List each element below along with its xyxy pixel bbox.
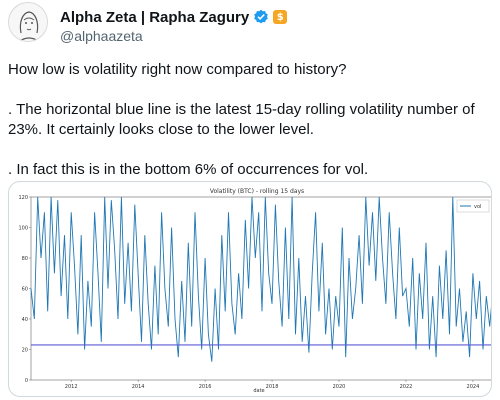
x-tick-label: 2014 (132, 384, 145, 390)
legend-entry: vol (474, 204, 481, 210)
y-tick-label: 60 (22, 287, 28, 293)
x-axis-label: date (253, 388, 264, 394)
x-tick-label: 2016 (199, 384, 212, 390)
tweet-text: How low is volatility right now compared… (8, 60, 496, 200)
avatar-portrait-icon (9, 3, 47, 41)
tweet-paragraph: How low is volatility right now compared… (8, 61, 347, 78)
legend: vol (456, 199, 490, 213)
x-tick-label: 2020 (333, 384, 346, 390)
y-tick-label: 120 (18, 195, 28, 201)
tweet-paragraph: . The horizontal blue line is the latest… (8, 101, 475, 138)
avatar[interactable] (8, 2, 48, 42)
display-name[interactable]: Alpha Zeta | Rapha Zagury (60, 8, 250, 26)
series-line-vol (30, 196, 491, 362)
verified-badge-icon (254, 9, 269, 24)
tweet-media-chart[interactable]: Volatility (BTC) - rolling 15 days 0 20 40… (8, 181, 492, 397)
y-tick-label: 0 (25, 378, 28, 384)
y-tick-label: 100 (18, 226, 28, 232)
y-tick-label: 40 (22, 317, 28, 323)
y-tick-label: 80 (22, 256, 28, 262)
author-handle[interactable]: @alphaazeta (60, 28, 143, 44)
tweet-paragraph: . In fact this is in the bottom 6% of oc… (8, 161, 369, 178)
volatility-chart: Volatility (BTC) - rolling 15 days 0 20 40… (18, 188, 491, 394)
x-tick-label: 2022 (400, 384, 413, 390)
x-tick-label: 2012 (65, 384, 78, 390)
x-tick-label: 2024 (467, 384, 480, 390)
author-name-row: Alpha Zeta | Rapha Zagury $ (60, 8, 288, 26)
tweet-header: Alpha Zeta | Rapha Zagury $ @alphaazeta (8, 2, 492, 48)
x-tick-label: 2018 (266, 384, 279, 390)
chart-title: Volatility (BTC) - rolling 15 days (210, 188, 304, 195)
dollar-badge-icon: $ (273, 10, 288, 24)
y-tick-label: 20 (22, 348, 28, 354)
